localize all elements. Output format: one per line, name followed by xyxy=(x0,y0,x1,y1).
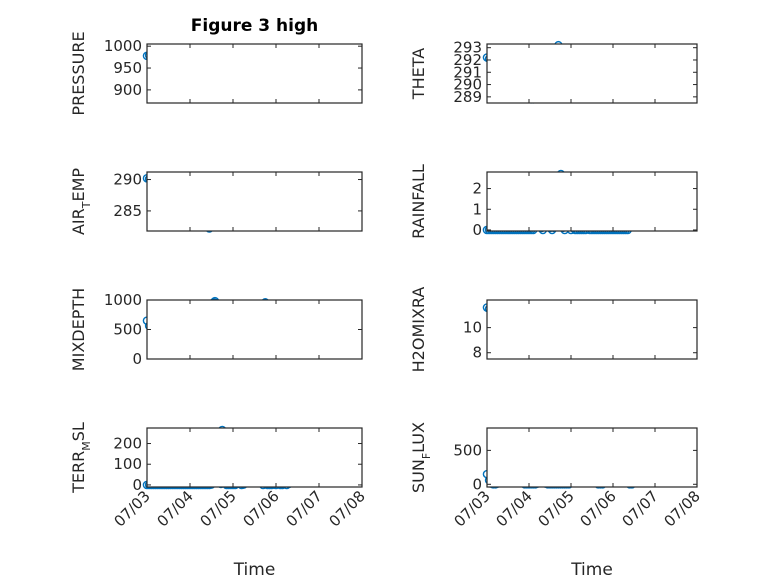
chart-title: Figure 3 high xyxy=(191,16,319,36)
y-tick-label: 500 xyxy=(453,441,482,459)
y-tick-label: 0 xyxy=(132,350,142,368)
y-tick-label: 290 xyxy=(453,76,482,94)
y-axis-label: RAINFALL xyxy=(409,164,428,239)
x-tick-label: 07/07 xyxy=(619,487,662,530)
x-tick-label: 07/06 xyxy=(240,487,283,530)
x-tick-label: 07/03 xyxy=(451,487,494,530)
x-tick-label: 07/04 xyxy=(493,487,536,530)
y-tick-label: 1000 xyxy=(104,37,142,55)
x-axis-label: Time xyxy=(233,560,276,580)
y-tick-label: 200 xyxy=(113,435,142,453)
subplot-rainfall: 0 1 2 RAINFALL xyxy=(409,164,698,239)
subplot-air-temp: 285 290 AIRTEMP xyxy=(69,168,363,235)
y-tick-label: 10 xyxy=(463,319,482,337)
y-tick-label: 900 xyxy=(113,81,142,99)
y-tick-label: 289 xyxy=(453,88,482,106)
x-axis-label: Time xyxy=(570,560,613,580)
axes-box xyxy=(486,43,698,104)
y-tick-label: 2 xyxy=(472,180,482,198)
y-tick-label: 500 xyxy=(113,321,142,339)
y-tick-label: 8 xyxy=(472,344,482,362)
y-tick-label: 0 xyxy=(132,476,142,494)
y-tick-label: 290 xyxy=(113,171,142,189)
x-tick-label: 07/05 xyxy=(535,487,578,530)
y-axis-label: MIXDEPTH xyxy=(69,288,88,371)
axes-box xyxy=(486,427,698,488)
y-tick-label: 1000 xyxy=(104,291,142,309)
y-axis-label: AIRTEMP xyxy=(69,168,93,235)
x-tick-label: 07/04 xyxy=(154,487,197,530)
y-axis-label: TERRMSL xyxy=(69,422,93,494)
axes-box xyxy=(146,171,363,232)
y-tick-label: 0 xyxy=(472,475,482,493)
subplot-mixdepth: 0 500 1000 MIXDEPTH xyxy=(69,288,363,371)
x-tick-label: 07/07 xyxy=(283,487,326,530)
x-tick-label: 07/05 xyxy=(197,487,240,530)
x-tick-label: 07/08 xyxy=(661,487,704,530)
x-tick-label: 07/06 xyxy=(577,487,620,530)
y-tick-label: 0 xyxy=(472,221,482,239)
y-tick-label: 1 xyxy=(472,200,482,218)
axes-box xyxy=(146,43,363,104)
y-tick-label: 950 xyxy=(113,59,142,77)
y-axis-label: PRESSURE xyxy=(69,31,88,115)
axes-box xyxy=(146,427,363,488)
y-axis-label: THETA xyxy=(409,48,428,100)
axes-box xyxy=(486,171,698,232)
y-tick-label: 100 xyxy=(113,455,142,473)
axes-box xyxy=(146,299,363,360)
y-tick-label: 292 xyxy=(453,51,482,69)
axes-box xyxy=(486,299,698,360)
x-tick-label: 07/08 xyxy=(326,487,369,530)
y-axis-label: SUNFLUX xyxy=(409,422,433,493)
subplot-pressure: 900 950 1000 PRESSURE Figure 3 high xyxy=(69,16,363,116)
y-axis-label: H2OMIXRA xyxy=(409,287,428,373)
y-tick-label: 291 xyxy=(453,63,482,81)
y-tick-label: 285 xyxy=(113,202,142,220)
subplot-h2omixra: 8 10 H2OMIXRA xyxy=(409,287,698,373)
y-tick-label: 293 xyxy=(453,39,482,57)
